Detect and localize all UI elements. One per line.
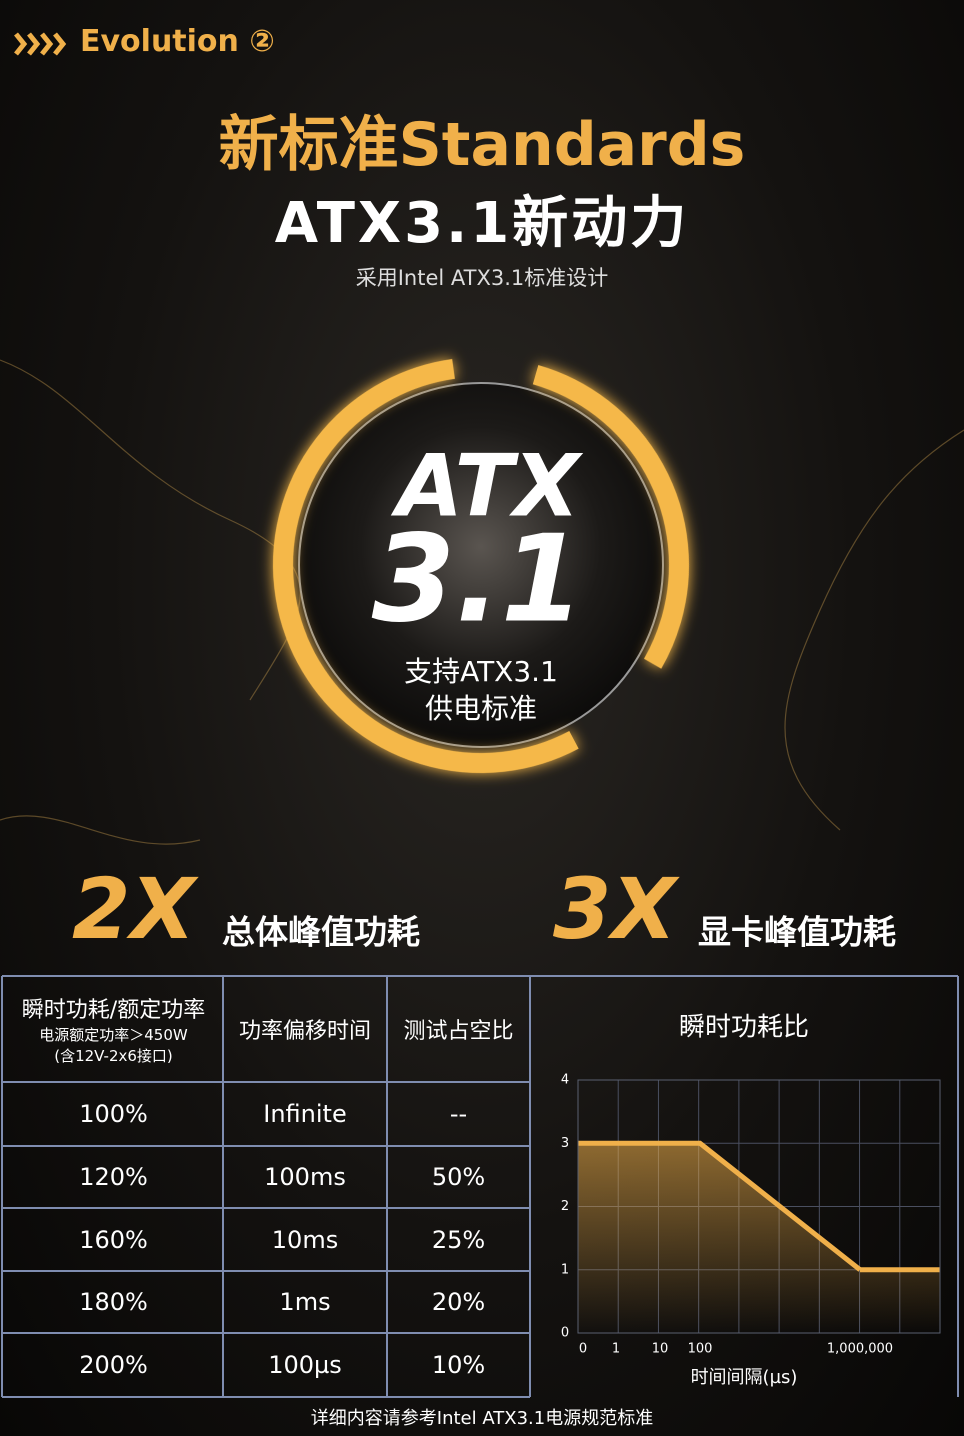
table-cell: 10% xyxy=(431,1351,486,1379)
y-tick-label: 2 xyxy=(561,1199,569,1214)
table-header-text: 瞬时功耗/额定功率 xyxy=(21,998,206,1023)
table-header: 测试占空比 xyxy=(403,1019,514,1044)
table-cell: 1ms xyxy=(279,1288,331,1316)
x-tick-label: 100 xyxy=(688,1342,713,1357)
table-header: 功率偏移时间 xyxy=(238,1019,371,1044)
table-cell: 180% xyxy=(79,1288,148,1316)
x-tick-label: 10 xyxy=(652,1342,669,1357)
y-tick-label: 0 xyxy=(561,1326,569,1341)
area xyxy=(578,1143,940,1333)
badge-core xyxy=(298,382,664,748)
table-cell: 100% xyxy=(79,1100,148,1128)
badge-line2: 3.1 xyxy=(372,511,585,650)
table-cell: 100ms xyxy=(264,1163,346,1191)
table-cell: 25% xyxy=(431,1225,486,1254)
y-tick-label: 4 xyxy=(561,1073,569,1088)
table-cell: 10ms xyxy=(271,1225,339,1254)
x-tick-label: 0 xyxy=(579,1342,587,1357)
table-header: 瞬时功耗/额定功率电源额定功率＞450W (含12V-2x6接口) xyxy=(4,976,223,1082)
stat-value: 3X xyxy=(553,860,680,958)
badge-line1: ATX xyxy=(390,436,583,536)
chevrons xyxy=(14,32,67,56)
table-cell: Infinite xyxy=(263,1100,347,1128)
stat-label: 总体峰值功耗 xyxy=(222,913,420,952)
table-cell: 160% xyxy=(79,1225,148,1254)
ring-arc xyxy=(272,357,689,773)
chart-title: 瞬时功耗比 xyxy=(679,1013,809,1043)
y-tick-label: 1 xyxy=(561,1262,569,1277)
table-cell: 200% xyxy=(79,1351,148,1379)
footer: 详细内容请参考Intel ATX3.1电源规范标准 xyxy=(310,1408,654,1429)
table-cell: 100µs xyxy=(268,1351,342,1379)
plot-frame xyxy=(577,1079,941,1334)
stat-label: 显卡峰值功耗 xyxy=(698,913,896,952)
table-header-text: 电源额定功率＞450W xyxy=(39,1026,188,1044)
x-tick-label: 1,000,000 xyxy=(827,1342,893,1357)
table-cell: 50% xyxy=(431,1163,486,1191)
stat-value: 2X xyxy=(72,860,199,958)
tag: Evolution ② xyxy=(80,24,275,59)
x-axis-label: 时间间隔(µs) xyxy=(691,1367,798,1388)
table-cell: -- xyxy=(449,1100,468,1128)
subtitle: 采用Intel ATX3.1标准设计 xyxy=(355,266,609,290)
badge-caption: 支持ATX3.1 xyxy=(404,655,558,688)
badge-caption: 供电标准 xyxy=(425,692,537,725)
ring-arc xyxy=(273,357,689,773)
title: 新标准Standards xyxy=(218,110,746,180)
y-tick-label: 3 xyxy=(561,1136,569,1151)
table-header-text: (含12V-2x6接口) xyxy=(54,1047,173,1065)
table-cell: 20% xyxy=(431,1288,486,1316)
headline: ATX3.1新动力 xyxy=(274,191,690,256)
line xyxy=(583,1140,862,1272)
x-tick-label: 1 xyxy=(612,1342,620,1357)
table-cell: 120% xyxy=(79,1163,148,1191)
